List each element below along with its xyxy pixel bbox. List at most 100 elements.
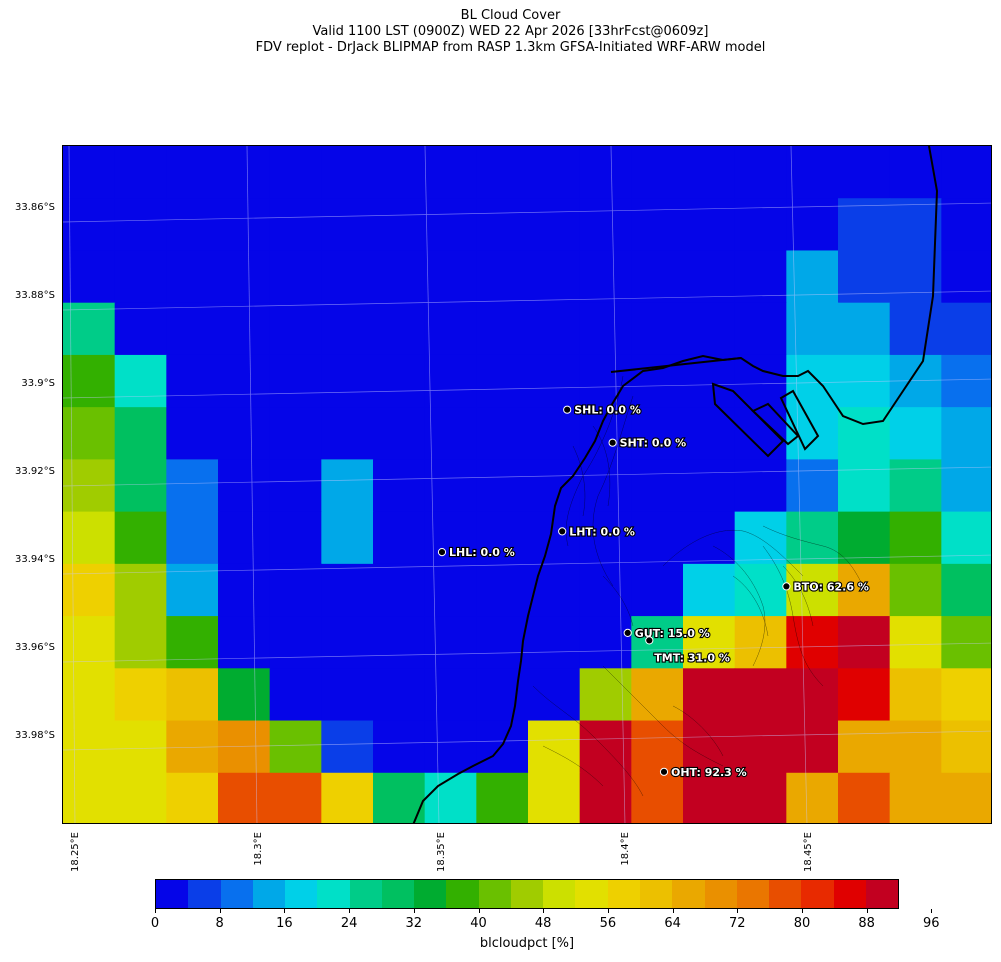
grid-cell — [166, 407, 219, 460]
colorbar-segment — [769, 880, 802, 908]
colorbar-segment — [381, 880, 415, 908]
grid-cell — [63, 302, 116, 356]
grid-cell — [838, 511, 891, 565]
site-marker-lhl[interactable] — [437, 548, 447, 557]
grid-cell — [269, 511, 322, 565]
grid-cell — [218, 250, 271, 304]
grid-cell — [734, 563, 787, 617]
grid-cell — [941, 354, 991, 408]
grid-cell — [734, 668, 787, 722]
grid-cell — [321, 720, 374, 774]
grid-cell — [941, 250, 991, 304]
grid-cell — [528, 616, 581, 669]
grid-cell — [424, 146, 477, 199]
map-panel[interactable]: SHL: 0.0 % SHT: 0.0 % LHT: 0.0 % LHL: 0.0 %… — [62, 145, 992, 824]
site-label-lhl: LHL: 0.0 % — [449, 546, 515, 559]
site-markers: SHL: 0.0 % SHT: 0.0 % LHT: 0.0 % LHL: 0.0 %… — [437, 403, 870, 780]
grid-cell — [321, 407, 374, 460]
grid-cell — [269, 616, 322, 669]
graticule-lines — [63, 146, 991, 823]
colorbar-tick-mark — [349, 909, 351, 913]
grid-cell — [321, 146, 374, 199]
grid-cell — [218, 459, 271, 513]
grid-cell — [889, 772, 942, 823]
grid-cell — [786, 616, 839, 669]
grid-cell — [734, 459, 787, 513]
colorbar-segment — [543, 880, 576, 908]
grid-cell — [734, 302, 787, 356]
grid-cell — [579, 616, 632, 669]
colorbar-tick-label: 48 — [534, 916, 552, 931]
grid-cell — [631, 198, 684, 252]
grid-cell — [683, 668, 736, 722]
grid-cell — [838, 616, 891, 669]
site-marker-gut[interactable] — [623, 628, 632, 637]
grid-cell — [63, 563, 116, 617]
grid-cell — [63, 616, 116, 669]
grid-cell — [838, 772, 891, 823]
grid-cell — [786, 511, 839, 565]
colorbar-tick-label: 40 — [470, 916, 487, 931]
grid-cell — [373, 563, 426, 617]
grid-cell — [941, 407, 991, 460]
grid-cell — [941, 668, 991, 722]
colorbar-tick-mark — [802, 909, 803, 913]
colorbar-segment — [865, 880, 899, 908]
colorbar-segment — [220, 880, 253, 908]
grid-cell — [579, 302, 632, 356]
grid-cell — [166, 563, 219, 617]
colorbar-segment — [446, 880, 479, 908]
grid-cell — [786, 772, 839, 823]
grid-cell — [734, 772, 787, 823]
grid-cell — [424, 616, 477, 669]
colorbar-tick-label: 56 — [599, 916, 617, 931]
grid-cell — [166, 354, 219, 408]
x-tick-label: 18.45°E — [803, 832, 814, 872]
map-canvas[interactable]: SHL: 0.0 % SHT: 0.0 % LHT: 0.0 % LHL: 0.0 %… — [63, 146, 992, 824]
site-marker-bto[interactable] — [782, 582, 791, 591]
y-tick-label: 33.86°S — [15, 202, 55, 213]
grid-cell — [476, 720, 529, 774]
grid-cell — [269, 668, 322, 722]
grid-cell — [528, 459, 581, 513]
grid-cell — [631, 250, 684, 304]
grid-cell — [63, 668, 116, 722]
colorbar-tick-label: 32 — [405, 916, 423, 931]
grid-cell — [114, 146, 167, 199]
grid-cell — [528, 720, 581, 774]
grid-cell — [373, 354, 426, 408]
grid-cell — [63, 720, 116, 774]
grid-cell — [579, 668, 632, 722]
y-tick-label: 33.98°S — [15, 730, 55, 741]
site-marker-tmt[interactable] — [645, 636, 654, 645]
y-tick-label: 33.94°S — [15, 554, 55, 565]
grid-cell — [786, 302, 839, 356]
grid-cell — [114, 354, 167, 408]
grid-cell — [889, 563, 942, 617]
grid-cell — [321, 668, 374, 722]
grid-cell — [424, 720, 477, 774]
colorbar-tick-mark — [931, 909, 933, 913]
chart-title: BL Cloud Cover — [460, 8, 561, 23]
grid-cell — [528, 198, 581, 252]
chart-subtitle-model: FDV replot - DrJack BLIPMAP from RASP 1.… — [255, 40, 766, 55]
grid-cell — [114, 459, 167, 513]
site-marker-lht[interactable] — [558, 527, 567, 536]
site-label-bto: BTO: 62.6 % — [793, 580, 868, 593]
colorbar-segment — [510, 880, 544, 908]
colorbar-tick-label: 80 — [793, 916, 811, 931]
grid-cell — [838, 302, 891, 356]
grid-cell — [373, 459, 426, 513]
grid-cell — [63, 250, 116, 304]
grid-cell — [373, 146, 426, 199]
colorbar-tick-mark — [478, 909, 480, 913]
site-marker-oht[interactable] — [659, 767, 669, 776]
site-marker-shl[interactable] — [563, 405, 572, 414]
grid-cell — [476, 302, 529, 356]
x-tick-label: 18.25°E — [70, 832, 81, 872]
grid-cell — [683, 772, 736, 823]
site-marker-sht[interactable] — [608, 438, 617, 447]
grid-cell — [476, 407, 529, 460]
grid-cell — [424, 354, 477, 408]
grid-cell — [786, 459, 839, 513]
